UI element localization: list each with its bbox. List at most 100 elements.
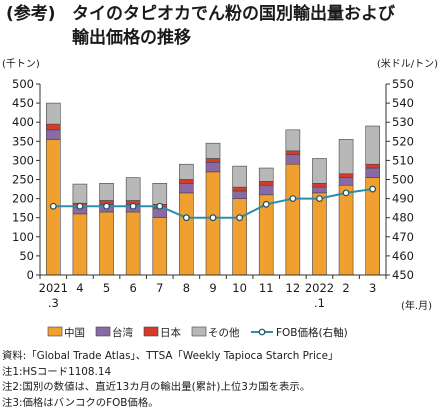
x-tick-label: 12 [286, 281, 301, 295]
fob-price-point [156, 202, 164, 210]
y-tick-label: 350 [12, 134, 34, 148]
legend-label: FOB価格(右軸) [276, 326, 348, 339]
legend-label: 中国 [64, 326, 85, 339]
bar-segment [258, 184, 274, 196]
x-tick-label: 11 [259, 281, 274, 295]
chart-notes: 資料:「Global Trade Atlas」、TTSA「Weekly Tapi… [2, 349, 438, 411]
fob-price-point [209, 214, 217, 222]
bar-segment [285, 163, 301, 276]
y-tick-label: 200 [12, 192, 34, 206]
x-tick-label: 9 [209, 281, 216, 295]
bar-segment [338, 139, 354, 175]
fob-price-point [316, 195, 323, 203]
fob-price-point [49, 202, 57, 210]
note-1: 注1:HSコード1108.14 [2, 365, 112, 378]
title-tag: (参考) [6, 4, 56, 24]
x-tick-sublabel: .3 [48, 296, 59, 310]
y2-tick-label: 550 [392, 77, 414, 91]
bar-segment [258, 167, 274, 182]
bar-segment [205, 162, 221, 173]
bar-segment [365, 163, 380, 169]
y2-tick-label: 510 [392, 153, 414, 167]
legend-swatch [143, 326, 159, 337]
y-tick-label: 250 [12, 173, 34, 187]
y2-tick-label: 540 [392, 96, 414, 110]
y-tick-label: 500 [12, 77, 34, 91]
x-tick-label: 2021 [39, 281, 68, 295]
note-2: 注2:国別の数値は、直近13カ月の輸出量(累計)上位3カ国を表示。 [2, 381, 311, 393]
legend-swatch [95, 326, 111, 337]
bar-segment [285, 129, 301, 152]
bar-segment [312, 158, 327, 184]
note-3: 注3:価格はバンコクのFOB価格。 [2, 396, 159, 409]
legend-label: 台湾 [112, 326, 133, 339]
fob-price-point [342, 189, 350, 197]
bar-segment [232, 198, 247, 276]
bar-segment [365, 167, 380, 178]
bar-segment [46, 129, 61, 140]
title-line-2: 輸出価格の推移 [72, 28, 191, 48]
y-tick-label: 150 [12, 211, 34, 225]
fob-price-point [262, 200, 270, 208]
bar-segment [72, 213, 88, 276]
bar-segment [232, 165, 247, 188]
bar-segment [232, 186, 247, 192]
bar-segment [312, 183, 327, 188]
bar-segment [46, 102, 61, 125]
y2-tick-label: 480 [392, 211, 414, 225]
bar-segment [179, 192, 194, 276]
y-tick-label: 100 [12, 230, 34, 244]
legend-label: その他 [208, 326, 240, 339]
y2-axis-label: (米ドル/トン) [377, 57, 438, 70]
fob-price-point [289, 195, 297, 203]
fob-price-point [76, 202, 84, 210]
y-tick-label: 400 [12, 115, 34, 129]
legend-label: 日本 [160, 326, 181, 339]
fob-price-point [369, 185, 377, 193]
y2-tick-label: 460 [392, 249, 414, 263]
legend-line-marker [258, 328, 266, 336]
note-source: 資料:「Global Trade Atlas」、TTSA「Weekly Tapi… [2, 350, 339, 362]
x-tick-label: 2022 [305, 281, 334, 295]
bar-segment [365, 125, 380, 165]
y-tick-label: 450 [12, 96, 34, 110]
legend-swatch [47, 326, 63, 337]
bar-segment [205, 158, 221, 163]
y-tick-label: 0 [27, 268, 34, 282]
bar-segment [338, 177, 354, 186]
x-tick-label: 3 [369, 281, 376, 295]
y2-tick-label: 530 [392, 115, 414, 129]
y2-tick-label: 500 [392, 173, 414, 187]
y2-tick-label: 490 [392, 192, 414, 206]
bar-segment [46, 123, 61, 131]
bar-segment [99, 183, 114, 201]
bar-segment [125, 211, 141, 276]
bar-segment [338, 173, 354, 178]
bar-segment [205, 171, 221, 276]
legend-swatch [191, 326, 207, 337]
x-tick-sublabel: .1 [314, 296, 325, 310]
bar-segment [152, 217, 168, 276]
y-axis-label: (千トン) [2, 58, 40, 70]
bar-segment [152, 183, 168, 205]
fob-price-point [129, 202, 137, 210]
fob-price-point [103, 202, 110, 210]
chart-title: (参考) タイのタピオカでん粉の国別輸出量および 輸出価格の推移 [6, 2, 436, 50]
bar-segment [179, 163, 194, 180]
bar-segment [72, 183, 88, 204]
y2-tick-label: 520 [392, 134, 414, 148]
title-line-1: タイのタピオカでん粉の国別輸出量および [72, 4, 395, 24]
x-tick-label: 2 [342, 281, 349, 295]
stacked-bar-line-chart: (千トン) (米ドル/トン)050100150200250300350400450… [2, 57, 438, 339]
fob-price-point [236, 214, 244, 222]
x-tick-label: 4 [76, 281, 83, 295]
bar-segment [258, 181, 274, 186]
bar-segment [285, 150, 301, 155]
x-axis-label: (年.月) [401, 299, 432, 312]
x-tick-label: 6 [129, 281, 136, 295]
x-tick-label: 5 [103, 281, 110, 295]
bar-segment [312, 186, 327, 194]
bar-segment [205, 142, 221, 159]
bar-segment [312, 192, 327, 276]
bar-segment [232, 190, 247, 199]
